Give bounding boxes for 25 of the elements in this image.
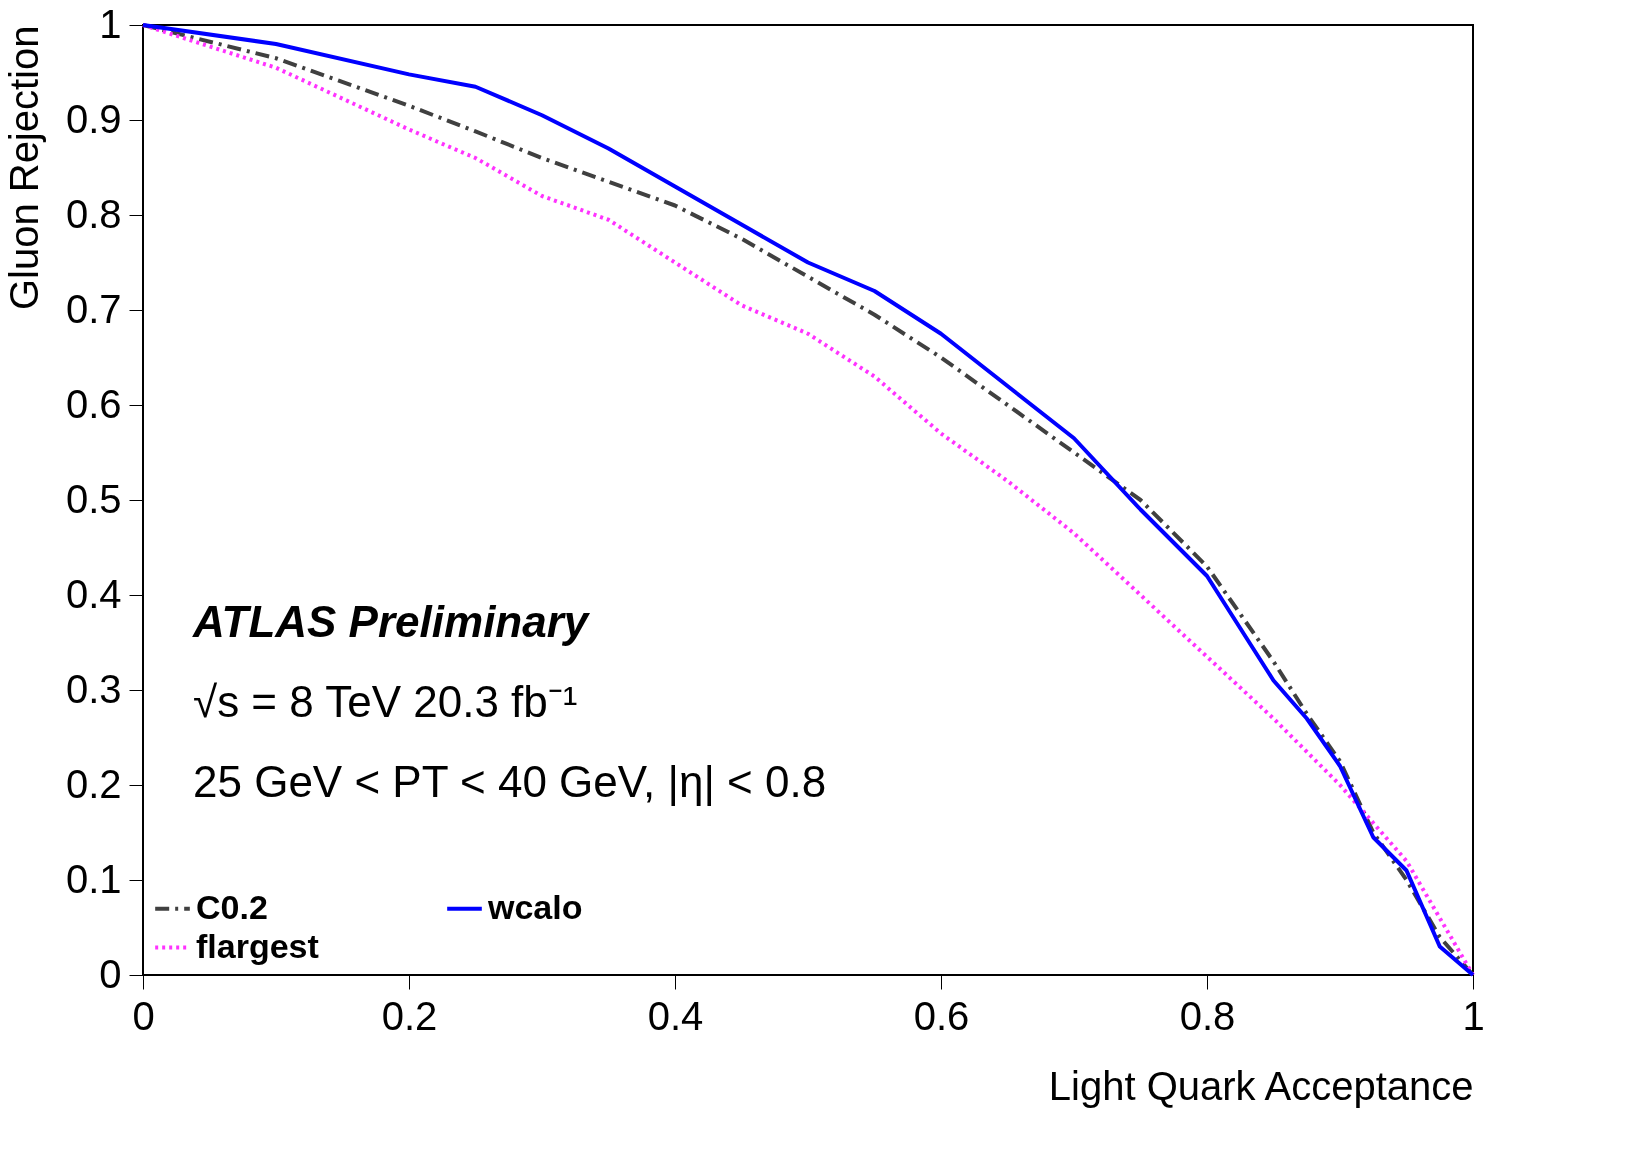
- legend-label: flargest: [196, 926, 319, 965]
- x-tick-label: 0.8: [1179, 993, 1236, 1038]
- y-tick-label: 0.2: [65, 761, 122, 806]
- y-axis-title: Gluon Rejection: [1, 25, 46, 311]
- y-tick-label: 0.9: [65, 96, 122, 141]
- y-tick-label: 0.5: [65, 476, 122, 521]
- y-tick-label: 0.3: [65, 666, 122, 711]
- legend-label: wcalo: [487, 887, 583, 926]
- y-tick-label: 0.8: [65, 191, 122, 236]
- x-tick-label: 0.4: [647, 993, 704, 1038]
- y-tick-label: 0.4: [65, 571, 122, 616]
- y-tick-label: 0: [99, 951, 122, 996]
- x-tick-label: 1: [1462, 993, 1485, 1038]
- annotation: ATLAS Preliminary: [192, 596, 591, 646]
- legend-label: C0.2: [196, 887, 268, 926]
- y-tick-label: 0.1: [65, 856, 122, 901]
- x-tick-label: 0: [132, 993, 155, 1038]
- y-tick-label: 0.7: [65, 286, 122, 331]
- x-axis-title: Light Quark Acceptance: [1048, 1063, 1474, 1108]
- annotation: √s = 8 TeV 20.3 fb⁻¹: [193, 676, 578, 726]
- y-tick-label: 0.6: [65, 381, 122, 426]
- annotation: 25 GeV < PT < 40 GeV, |η| < 0.8: [193, 756, 827, 806]
- y-tick-label: 1: [99, 1, 122, 46]
- x-tick-label: 0.6: [913, 993, 970, 1038]
- x-tick-label: 0.2: [381, 993, 438, 1038]
